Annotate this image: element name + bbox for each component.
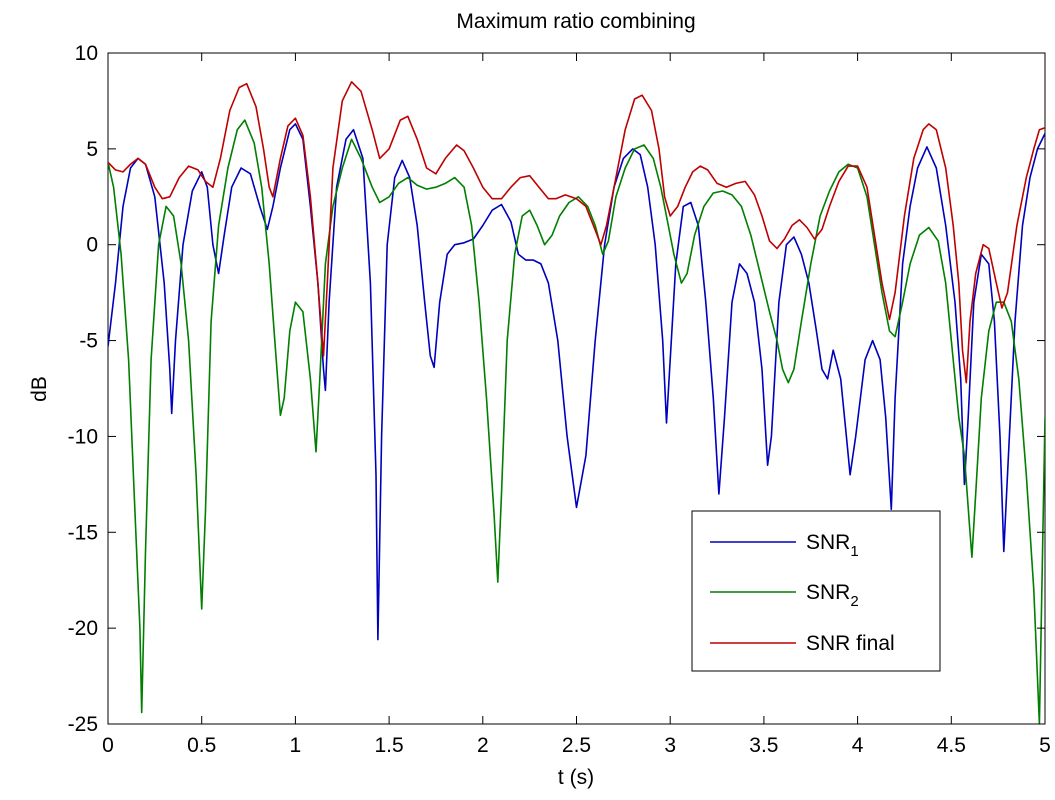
plot-area: 0 0.5 1 1.5 2 2.5 3 3.5 4 4.5 5 -25 -20 -15 -10 -5 0 5 10 xyxy=(68,42,1051,757)
series-line-1 xyxy=(108,123,1045,641)
legend-subscript: 1 xyxy=(850,543,858,560)
y-tick-label: -20 xyxy=(68,617,98,640)
chart-title: Maximum ratio combining xyxy=(456,10,695,33)
x-tick-label: 3 xyxy=(664,734,676,757)
x-tick-label: 2 xyxy=(477,734,489,757)
x-tick-label: 1 xyxy=(290,734,302,757)
y-tick-label: -5 xyxy=(79,330,98,353)
series-lines xyxy=(108,81,1045,724)
x-tick-label: 4 xyxy=(852,734,864,757)
y-tick-label: -25 xyxy=(68,713,98,736)
x-tick-label: 2.5 xyxy=(562,734,591,757)
x-tick-label: 0 xyxy=(102,734,114,757)
x-tick-label: 4.5 xyxy=(937,734,966,757)
legend-subscript: 2 xyxy=(850,593,858,610)
x-tick-label: 0.5 xyxy=(187,734,216,757)
y-tick-label: 0 xyxy=(86,234,98,257)
x-tick-label: 1.5 xyxy=(374,734,403,757)
series-line-2 xyxy=(108,119,1045,724)
y-axis-ticks: -25 -20 -15 -10 -5 0 5 10 xyxy=(68,42,1045,736)
y-tick-label: 5 xyxy=(86,138,98,161)
x-tick-label: 5 xyxy=(1039,734,1051,757)
legend-label-3: SNR final xyxy=(806,632,895,655)
y-tick-label: -10 xyxy=(68,425,98,448)
y-axis-label: dB xyxy=(28,376,51,402)
legend-box xyxy=(691,510,941,672)
series-line-3 xyxy=(108,81,1045,384)
x-axis-ticks: 0 0.5 1 1.5 2 2.5 3 3.5 4 4.5 5 xyxy=(102,53,1051,757)
x-axis-label: t (s) xyxy=(558,766,594,789)
y-tick-label: -15 xyxy=(68,521,98,544)
x-tick-label: 3.5 xyxy=(749,734,778,757)
y-tick-label: 10 xyxy=(75,42,98,65)
